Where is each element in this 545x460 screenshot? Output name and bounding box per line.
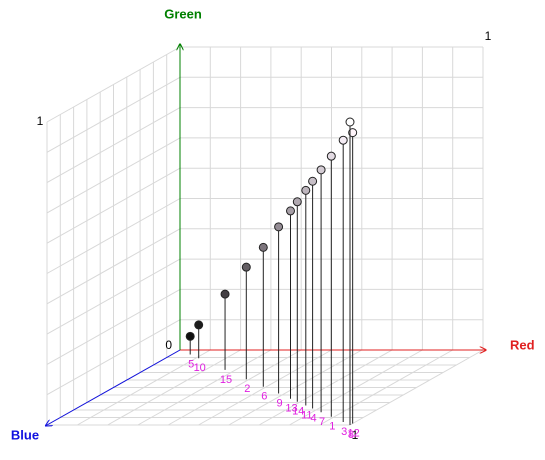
x-tick-label: 1 [485,29,492,43]
y-axis-label: Green [164,6,202,21]
point [345,117,355,127]
z-axis-label: Blue [11,427,39,442]
point [286,206,295,216]
point [338,135,348,145]
point-label: 12 [348,427,360,439]
grid-line [46,137,181,214]
grid-line [319,349,453,426]
origin-tick-label: 0 [165,338,172,352]
grid-line [258,349,393,426]
grid-line [289,349,423,426]
point [348,128,358,138]
grid-line [46,46,181,123]
point [301,185,311,195]
grid-line [228,349,363,426]
point [220,289,230,299]
z-axis [46,349,181,426]
point-label: 4 [311,412,317,424]
point-label: 5 [188,358,194,370]
point-label: 14 [292,406,304,418]
point [241,262,251,272]
point [185,331,195,341]
point-label: 13 [285,403,297,415]
y-tick-label: 1 [37,114,44,128]
point [258,242,268,252]
point [326,151,336,161]
point-label: 10 [194,362,206,374]
point-label: 6 [261,391,267,403]
grid [46,46,484,426]
grid-line [46,167,181,244]
grid-line [46,107,181,184]
point-label: 11 [301,409,312,421]
point-label: 9 [277,397,283,409]
point [292,197,302,207]
point [316,165,326,175]
z-tick-label: 1 [352,428,359,442]
point [194,320,204,330]
point-label: 8 [348,429,354,441]
point [274,222,284,232]
point-label: 3 [341,426,347,438]
point [308,176,318,186]
x-axis-label: Red [510,337,535,352]
grid-line [46,76,181,153]
point-label: 1 [329,421,335,433]
point-label: 15 [220,374,232,386]
grid-line [349,349,484,426]
point-label: 7 [319,416,325,428]
point-label: 2 [244,383,250,395]
grid-line [46,198,181,274]
